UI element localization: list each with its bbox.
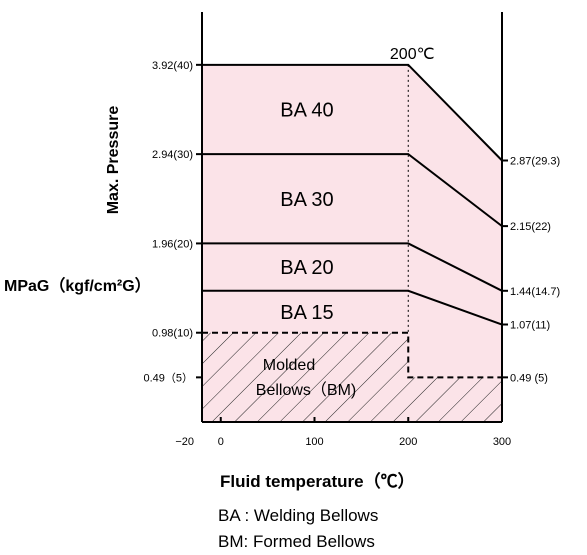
x-tick-label: 200 bbox=[399, 436, 417, 448]
region-label-ba-40: BA 40 bbox=[280, 99, 333, 121]
y-ticks-right: 2.87(29.3) 2.15(22) 1.44(14.7) 1.07(11) 0.49… bbox=[502, 156, 560, 384]
series-line-ba-20 bbox=[202, 242, 503, 292]
x-tick-label: 100 bbox=[305, 436, 323, 448]
region-label-ba-15: BA 15 bbox=[280, 302, 333, 324]
y-axis-unit: MPaG（kgf/cm²G） bbox=[4, 277, 151, 295]
region-labels: BA 40 BA 30 BA 20 BA 15 bbox=[280, 99, 333, 323]
y-axis-label: Max. Pressure bbox=[105, 106, 122, 215]
molded-label-line1: Molded bbox=[263, 357, 315, 374]
x-tick-label: −20 bbox=[175, 436, 194, 448]
y-tick-label-right: 1.44(14.7) bbox=[510, 286, 560, 298]
y-tick-label-left: 2.94(30) bbox=[152, 149, 193, 161]
series-line-ba-40 bbox=[202, 63, 503, 162]
y-ticks-left: 3.92(40) 2.94(30) 1.96(20) 0.98(10) 0.49（5） bbox=[143, 60, 202, 384]
molded-bellows-boundary bbox=[202, 331, 502, 379]
x-tick-label: 300 bbox=[493, 436, 511, 448]
y-tick-label-right: 2.15(22) bbox=[510, 221, 551, 233]
y-tick-label-left: 3.92(40) bbox=[152, 60, 193, 72]
y-tick-label-left: 0.98(10) bbox=[152, 328, 193, 340]
series-line-ba-30 bbox=[202, 153, 503, 227]
molded-label-line2: Bellows（BM) bbox=[256, 381, 356, 399]
region-label-ba-30: BA 30 bbox=[280, 189, 333, 211]
y-tick-label-right: 0.49 (5) bbox=[510, 372, 548, 384]
x-tick-label: 0 bbox=[218, 436, 224, 448]
x-axis-label: Fluid temperature（℃） bbox=[220, 471, 415, 491]
x-ticks: −20 0 100 200 300 bbox=[175, 417, 511, 448]
y-tick-label-right: 2.87(29.3) bbox=[510, 156, 560, 168]
y-tick-label-left: 0.49（5） bbox=[143, 371, 193, 384]
y-tick-label-left: 1.96(20) bbox=[152, 238, 193, 250]
molded-bellows-hatch bbox=[202, 332, 502, 422]
marker-label: 200℃ bbox=[390, 46, 435, 63]
legend-note-ba: BA : Welding Bellows bbox=[218, 506, 378, 525]
y-tick-label-right: 1.07(11) bbox=[510, 320, 550, 332]
legend-note-bm: BM: Formed Bellows bbox=[218, 532, 375, 551]
region-label-ba-20: BA 20 bbox=[280, 257, 333, 279]
